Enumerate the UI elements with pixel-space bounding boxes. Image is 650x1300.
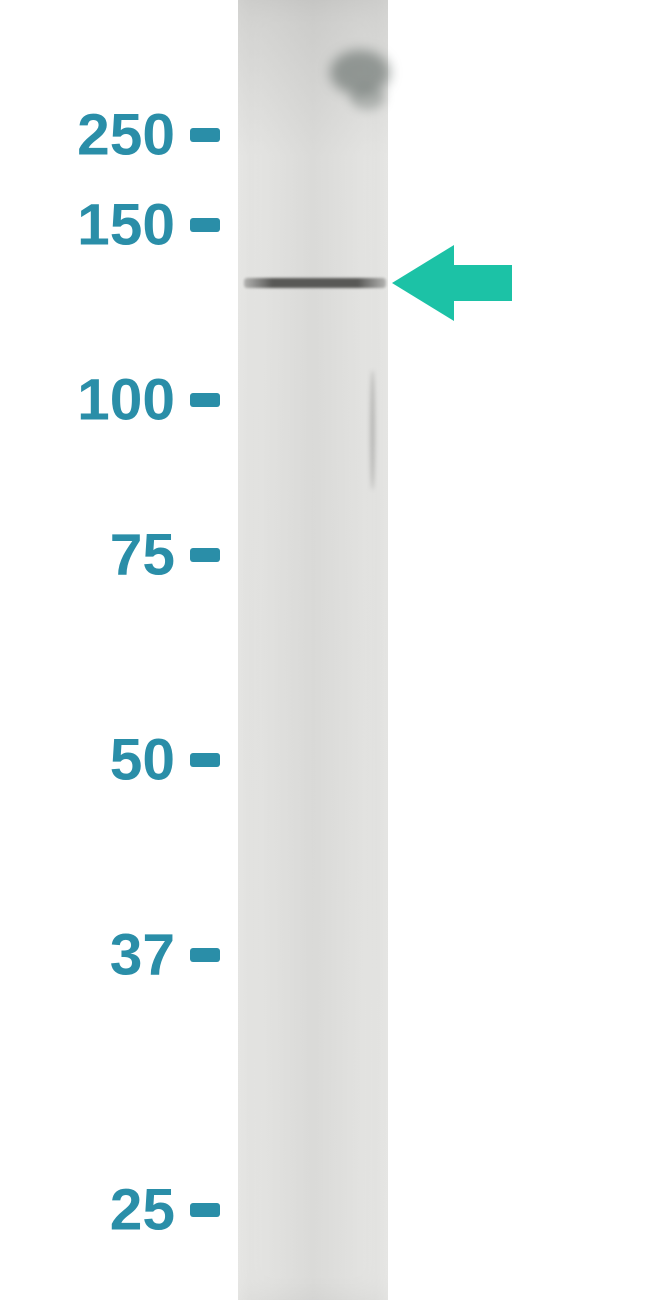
mw-marker-dash — [190, 393, 220, 407]
mw-marker-dash — [190, 948, 220, 962]
mw-marker-label: 250 — [77, 102, 175, 169]
mw-marker-dash — [190, 1203, 220, 1217]
mw-marker-dash — [190, 753, 220, 767]
mw-marker-dash — [190, 548, 220, 562]
mw-marker-label: 50 — [110, 727, 175, 794]
mw-marker-dash — [190, 128, 220, 142]
band-indicator-arrow — [392, 245, 512, 321]
western-blot-figure: 250 150 100 75 50 37 25 — [0, 0, 650, 1300]
blot-lane — [238, 0, 388, 1300]
mw-marker-dash — [190, 218, 220, 232]
mw-marker-label: 150 — [77, 192, 175, 259]
membrane-smudge — [370, 370, 375, 490]
membrane-smudge — [350, 85, 385, 110]
mw-marker-label: 100 — [77, 367, 175, 434]
target-band — [244, 278, 386, 288]
arrow-stem — [454, 265, 512, 301]
arrow-head-icon — [392, 245, 454, 321]
mw-marker-label: 37 — [110, 922, 175, 989]
mw-marker-label: 75 — [110, 522, 175, 589]
lane-inner-shade — [238, 0, 388, 1300]
mw-marker-label: 25 — [110, 1177, 175, 1244]
